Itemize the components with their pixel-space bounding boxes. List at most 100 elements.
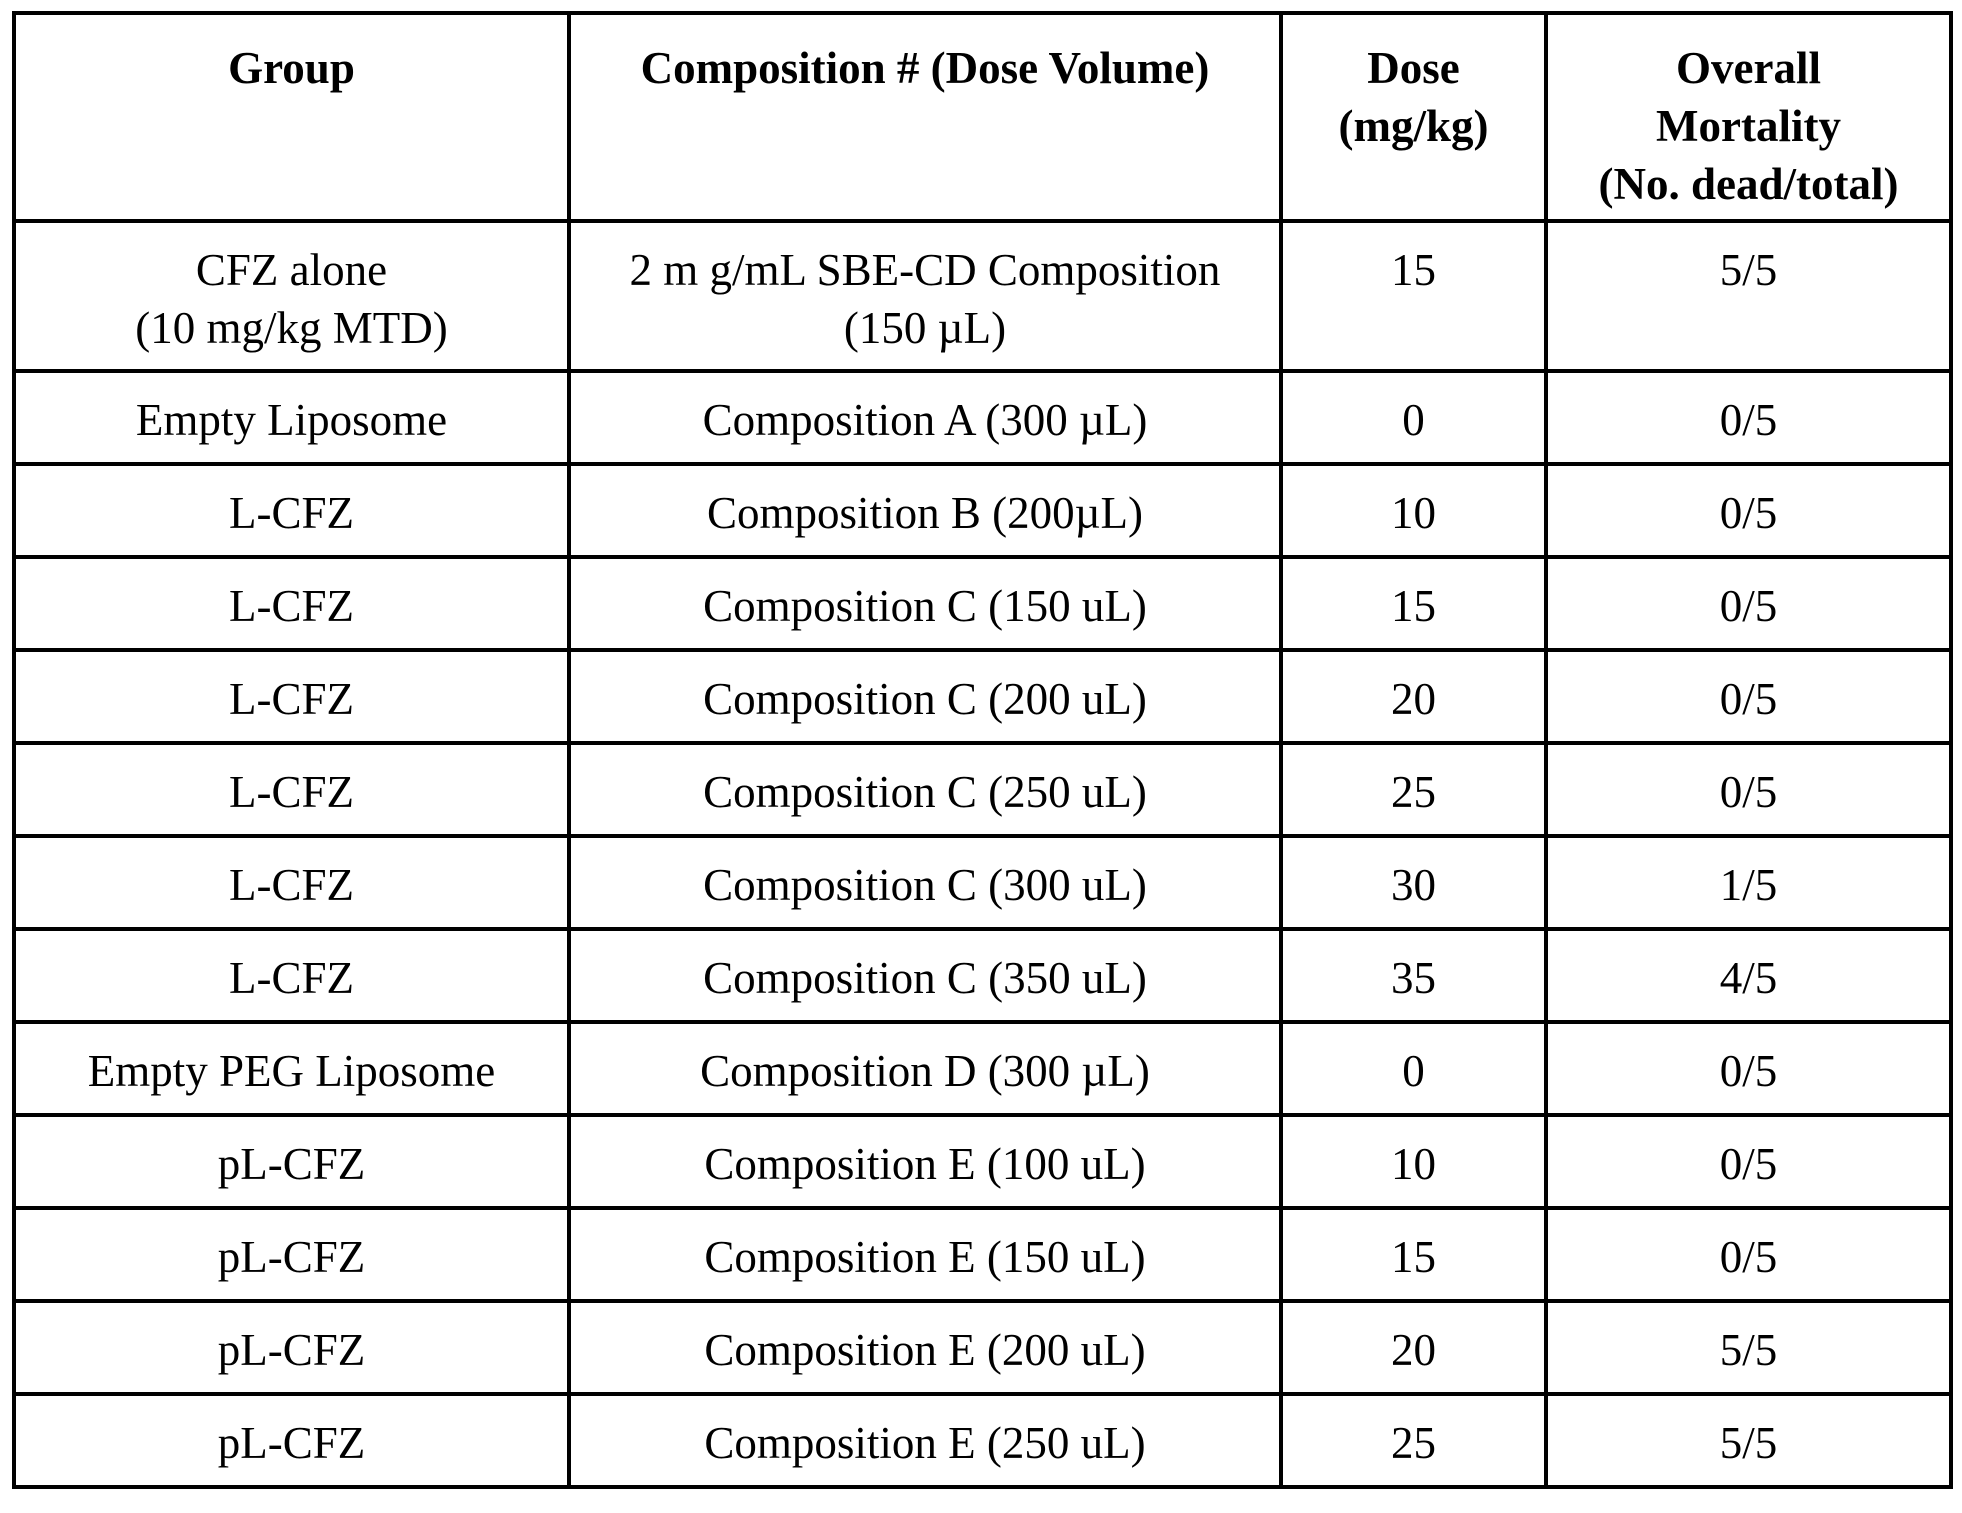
composition-cell-line: Composition A (300 µL) [577, 391, 1273, 449]
mortality-table: Group Composition # (Dose Volume) Dose (… [12, 11, 1953, 1489]
header-dose: Dose (mg/kg) [1281, 13, 1546, 221]
header-composition-line: Composition # (Dose Volume) [577, 39, 1273, 97]
table-row: L-CFZComposition C (150 uL) 15 0/5 [14, 557, 1951, 650]
mortality-cell: 0/5 [1546, 557, 1951, 650]
table-row: L-CFZComposition C (350 uL)354/5 [14, 929, 1951, 1022]
mortality-cell: 4/5 [1546, 929, 1951, 1022]
dose-cell-value: 10 [1289, 1135, 1538, 1193]
composition-cell-line: Composition B (200µL) [577, 484, 1273, 542]
group-cell: Empty PEG Liposome [14, 1022, 569, 1115]
group-cell-line: pL-CFZ [22, 1321, 561, 1379]
header-mortality-line-1: Overall [1554, 39, 1943, 97]
group-cell: pL-CFZ [14, 1115, 569, 1208]
group-cell-line: CFZ alone [22, 241, 561, 299]
mortality-cell-value: 0/5 [1554, 577, 1943, 635]
group-cell-line: pL-CFZ [22, 1414, 561, 1472]
mortality-cell-value: 5/5 [1554, 241, 1943, 299]
group-cell: pL-CFZ [14, 1301, 569, 1394]
header-dose-line-1: Dose [1289, 39, 1538, 97]
mortality-cell: 0/5 [1546, 1115, 1951, 1208]
mortality-cell-value: 0/5 [1554, 484, 1943, 542]
mortality-cell-value: 5/5 [1554, 1414, 1943, 1472]
mortality-cell-value: 5/5 [1554, 1321, 1943, 1379]
composition-cell-line: Composition C (150 uL) [577, 577, 1273, 635]
mortality-cell: 0/5 [1546, 464, 1951, 557]
group-cell: L-CFZ [14, 836, 569, 929]
composition-cell-line: Composition C (300 uL) [577, 856, 1273, 914]
header-mortality-line-3: (No. dead/total) [1554, 155, 1943, 213]
mortality-cell-value: 0/5 [1554, 670, 1943, 728]
table-row: pL-CFZComposition E (100 uL)100/5 [14, 1115, 1951, 1208]
table-row: L-CFZComposition C (200 uL)200/5 [14, 650, 1951, 743]
table-row: L-CFZComposition C (250 uL)250/5 [14, 743, 1951, 836]
group-cell-line: pL-CFZ [22, 1135, 561, 1193]
mortality-cell: 0/5 [1546, 743, 1951, 836]
dose-cell: 20 [1281, 1301, 1546, 1394]
header-dose-line-2: (mg/kg) [1289, 97, 1538, 155]
dose-cell: 10 [1281, 1115, 1546, 1208]
header-mortality: Overall Mortality (No. dead/total) [1546, 13, 1951, 221]
composition-cell: Composition C (150 uL) [569, 557, 1281, 650]
dose-cell-value: 20 [1289, 1321, 1538, 1379]
table-row: Empty Liposome Composition A (300 µL)00/5 [14, 371, 1951, 464]
table-row: L-CFZ Composition B (200µL) 10 0/5 [14, 464, 1951, 557]
dose-cell-value: 15 [1289, 1228, 1538, 1286]
table-row: pL-CFZ Composition E (200 uL) 20 5/5 [14, 1301, 1951, 1394]
dose-cell-value: 0 [1289, 1042, 1538, 1100]
mortality-cell: 1/5 [1546, 836, 1951, 929]
mortality-cell: 0/5 [1546, 1022, 1951, 1115]
composition-cell-line: Composition E (150 uL) [577, 1228, 1273, 1286]
mortality-cell-value: 0/5 [1554, 1228, 1943, 1286]
mortality-cell: 5/5 [1546, 1394, 1951, 1487]
group-cell-line: (10 mg/kg MTD) [22, 299, 561, 357]
header-mortality-line-2: Mortality [1554, 97, 1943, 155]
dose-cell: 0 [1281, 1022, 1546, 1115]
composition-cell: Composition C (350 uL) [569, 929, 1281, 1022]
composition-cell-line: Composition E (200 uL) [577, 1321, 1273, 1379]
group-cell-line: Empty PEG Liposome [22, 1042, 561, 1100]
composition-cell: Composition E (150 uL) [569, 1208, 1281, 1301]
dose-cell-value: 15 [1289, 241, 1538, 299]
composition-cell: Composition C (250 uL) [569, 743, 1281, 836]
dose-cell-value: 35 [1289, 949, 1538, 1007]
dose-cell: 10 [1281, 464, 1546, 557]
mortality-cell: 0/5 [1546, 650, 1951, 743]
dose-cell: 15 [1281, 1208, 1546, 1301]
mortality-cell-value: 0/5 [1554, 763, 1943, 821]
group-cell-line: Empty Liposome [22, 391, 561, 449]
table-body: CFZ alone(10 mg/kg MTD)2 m g/mL SBE-CD C… [14, 221, 1951, 1487]
group-cell-line: L-CFZ [22, 484, 561, 542]
group-cell: pL-CFZ [14, 1208, 569, 1301]
header-group: Group [14, 13, 569, 221]
composition-cell-line: (150 µL) [577, 299, 1273, 357]
composition-cell: Composition C (200 uL) [569, 650, 1281, 743]
composition-cell: 2 m g/mL SBE-CD Composition(150 µL) [569, 221, 1281, 371]
dose-cell: 15 [1281, 221, 1546, 371]
mortality-cell-value: 0/5 [1554, 1135, 1943, 1193]
table-row: pL-CFZComposition E (250 uL)255/5 [14, 1394, 1951, 1487]
group-cell: CFZ alone(10 mg/kg MTD) [14, 221, 569, 371]
composition-cell: Composition D (300 µL) [569, 1022, 1281, 1115]
composition-cell-line: Composition C (200 uL) [577, 670, 1273, 728]
mortality-cell: 0/5 [1546, 371, 1951, 464]
composition-cell: Composition A (300 µL) [569, 371, 1281, 464]
composition-cell: Composition C (300 uL) [569, 836, 1281, 929]
mortality-cell: 5/5 [1546, 1301, 1951, 1394]
header-group-line: Group [22, 39, 561, 97]
composition-cell-line: Composition E (250 uL) [577, 1414, 1273, 1472]
composition-cell-line: Composition C (250 uL) [577, 763, 1273, 821]
composition-cell: Composition E (250 uL) [569, 1394, 1281, 1487]
table-row: L-CFZComposition C (300 uL) 301/5 [14, 836, 1951, 929]
dose-cell-value: 30 [1289, 856, 1538, 914]
composition-cell-line: Composition D (300 µL) [577, 1042, 1273, 1100]
table-row: CFZ alone(10 mg/kg MTD)2 m g/mL SBE-CD C… [14, 221, 1951, 371]
group-cell-line: L-CFZ [22, 670, 561, 728]
dose-cell-value: 15 [1289, 577, 1538, 635]
group-cell: L-CFZ [14, 464, 569, 557]
mortality-cell-value: 4/5 [1554, 949, 1943, 1007]
dose-cell-value: 10 [1289, 484, 1538, 542]
composition-cell-line: Composition C (350 uL) [577, 949, 1273, 1007]
dose-cell: 0 [1281, 371, 1546, 464]
group-cell: L-CFZ [14, 557, 569, 650]
dose-cell: 30 [1281, 836, 1546, 929]
